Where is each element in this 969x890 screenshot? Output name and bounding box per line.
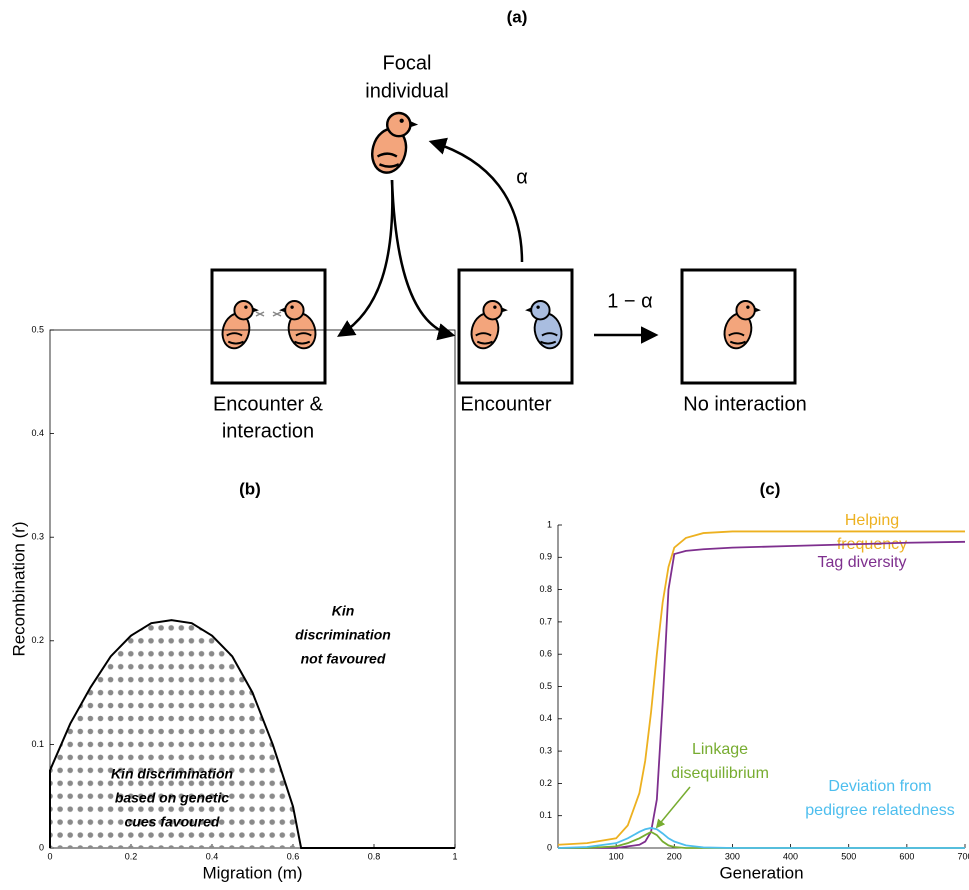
y-tick-label: 0.7 — [539, 616, 552, 626]
node-label: No interaction — [683, 393, 806, 415]
arrow — [340, 180, 392, 335]
y-tick-label: 0.4 — [31, 428, 44, 438]
y-axis-label: Recombination (r) — [9, 521, 28, 656]
annotation: Kin — [332, 603, 355, 619]
line — [558, 531, 965, 844]
bird-icon — [279, 301, 319, 351]
bird-icon — [525, 301, 565, 351]
x-tick-label: 600 — [899, 851, 914, 861]
y-tick-label: 0 — [547, 842, 552, 852]
y-tick-label: 0.2 — [31, 635, 44, 645]
y-tick-label: 0.2 — [539, 778, 552, 788]
arrow — [432, 142, 522, 262]
x-tick-label: 100 — [609, 851, 624, 861]
chart-title: (c) — [760, 479, 781, 498]
x-tick-label: 500 — [841, 851, 856, 861]
annotation: Kin discrimination — [111, 766, 233, 782]
x-tick-label: 400 — [783, 851, 798, 861]
node-label: individual — [365, 80, 448, 102]
y-tick-label: 0.5 — [31, 324, 44, 334]
annotation: discrimination — [295, 627, 391, 643]
node-label: interaction — [222, 420, 314, 442]
y-tick-label: 0.3 — [539, 745, 552, 755]
edge-label: 1 − α — [607, 290, 652, 312]
x-axis-label: Generation — [719, 863, 803, 882]
annotation: not favoured — [301, 651, 386, 667]
node-label: Encounter & — [213, 393, 324, 415]
x-tick-label: 0.4 — [206, 851, 219, 861]
x-tick-label: 700 — [957, 851, 969, 861]
x-tick-label: 300 — [725, 851, 740, 861]
bird-icon — [721, 301, 761, 351]
node-label: Focal — [383, 52, 432, 74]
y-tick-label: 0.9 — [539, 552, 552, 562]
pointer-arrow — [657, 787, 690, 827]
bird-icon — [219, 301, 259, 351]
panel-label: (a) — [507, 7, 528, 26]
y-tick-label: 0.6 — [539, 649, 552, 659]
arrow — [392, 180, 452, 335]
bird-icon — [368, 113, 419, 176]
annotation: based on genetic — [115, 790, 230, 806]
x-axis-label: Migration (m) — [202, 863, 302, 882]
y-tick-label: 0 — [39, 842, 44, 852]
area-fill — [50, 620, 455, 848]
annotation: cues favoured — [125, 814, 220, 830]
x-tick-label: 0 — [47, 851, 52, 861]
x-tick-label: 200 — [667, 851, 682, 861]
page: (a) Focal individual α 1 − α Encounter &… — [0, 0, 969, 885]
bird-icon — [468, 301, 508, 351]
y-tick-label: 0.1 — [539, 810, 552, 820]
node-label: Encounter — [460, 393, 552, 415]
y-tick-label: 1 — [547, 519, 552, 529]
y-tick-label: 0.8 — [539, 584, 552, 594]
y-tick-label: 0.5 — [539, 681, 552, 691]
y-tick-label: 0.4 — [539, 713, 552, 723]
y-tick-label: 0.3 — [31, 532, 44, 542]
series-label: Tag diversity — [818, 554, 907, 571]
x-tick-label: 0.6 — [287, 851, 300, 861]
x-tick-label: 0.8 — [368, 851, 381, 861]
chart-title: (b) — [239, 479, 261, 498]
x-tick-label: 1 — [452, 851, 457, 861]
x-tick-label: 0.2 — [125, 851, 138, 861]
edge-label: α — [516, 166, 528, 188]
worm — [256, 312, 281, 316]
figure: (a) Focal individual α 1 − α Encounter &… — [0, 0, 969, 885]
y-tick-label: 0.1 — [31, 739, 44, 749]
